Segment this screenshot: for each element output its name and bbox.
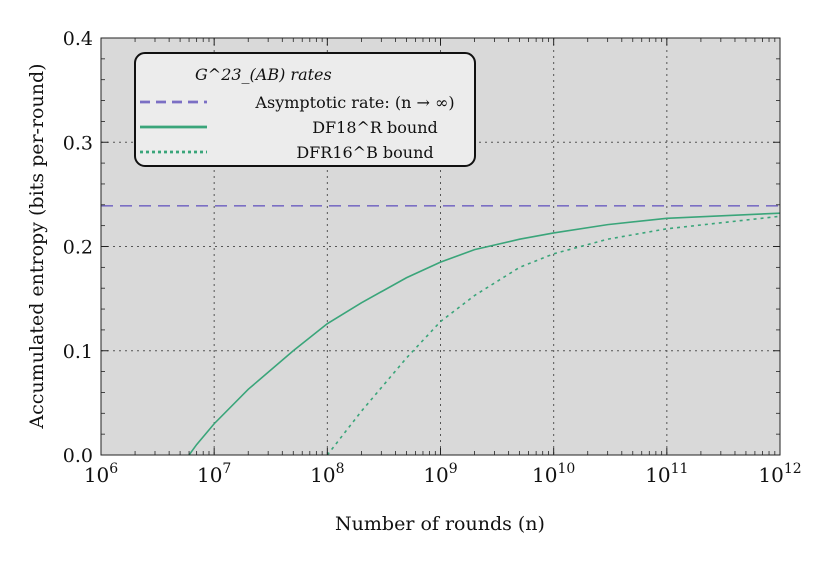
y-tick-label: 0.3 xyxy=(63,132,93,154)
y-tick-label: 0.0 xyxy=(63,445,93,467)
legend-title: G^23_(AB) rates xyxy=(195,65,332,84)
y-tick-label: 0.2 xyxy=(63,237,93,259)
x-tick-label: 1012 xyxy=(758,461,801,487)
legend-label-1: Asymptotic rate: (n → ∞) xyxy=(254,93,454,112)
grid-lines xyxy=(101,38,780,455)
x-tick-label: 1010 xyxy=(532,461,575,487)
legend-label-3: DFR16^B bound xyxy=(296,143,433,162)
legend: G^23_(AB) rates Asymptotic rate: (n → ∞)… xyxy=(134,52,476,167)
x-tick-label: 106 xyxy=(84,461,118,487)
y-tick-label: 0.4 xyxy=(63,28,93,50)
series-line-2 xyxy=(188,212,780,455)
legend-label-2: DF18^R bound xyxy=(312,118,438,137)
y-tick-label: 0.1 xyxy=(63,341,93,363)
x-tick-label: 108 xyxy=(310,461,344,487)
x-tick-labels: 106 107 108 109 1010 1011 1012 xyxy=(84,461,802,487)
x-axis-label: Number of rounds (n) xyxy=(335,513,545,535)
legend-box xyxy=(134,52,476,167)
x-tick-label: 107 xyxy=(197,461,231,487)
x-tick-label: 109 xyxy=(423,461,457,487)
series-layer xyxy=(101,205,780,455)
x-tick-label: 1011 xyxy=(645,461,688,487)
axis-ticks xyxy=(100,37,781,456)
y-tick-labels: 0.0 0.1 0.2 0.3 0.4 xyxy=(63,28,93,467)
series-line-3 xyxy=(326,215,780,455)
y-axis-label: Accumulated entropy (bits per-round) xyxy=(26,63,48,429)
